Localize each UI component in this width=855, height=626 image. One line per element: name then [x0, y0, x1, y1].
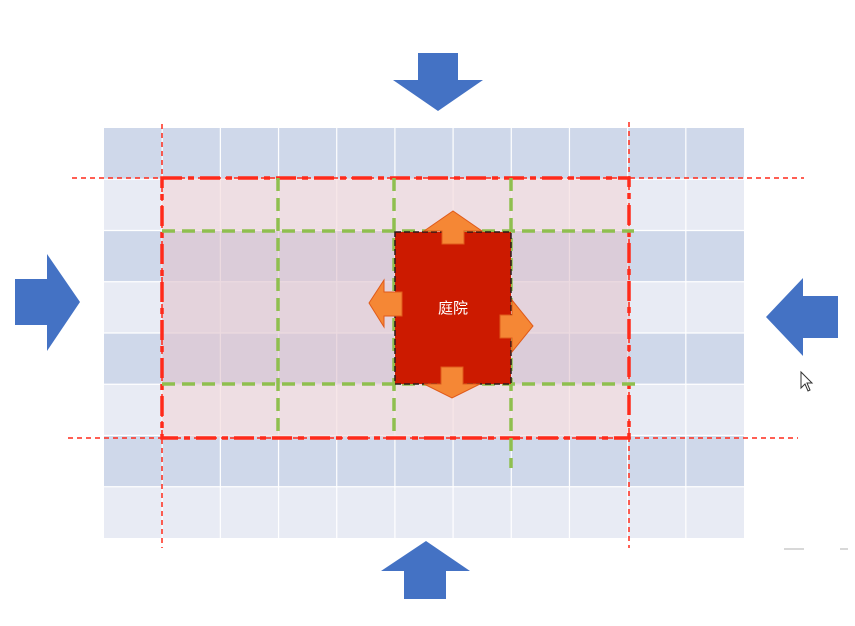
courtyard-block: [394, 231, 512, 385]
big-arrow-up-icon: [381, 541, 470, 599]
arrow-right-icon: [499, 298, 534, 354]
grid-row: [104, 128, 744, 180]
mouse-cursor-icon: [800, 370, 814, 392]
arrow-down-icon: [423, 366, 481, 399]
big-arrow-down-icon: [393, 53, 483, 111]
arrow-up-icon: [422, 210, 484, 245]
grid-row: [104, 435, 744, 487]
big-arrow-right-icon: [15, 254, 80, 351]
grid-row: [104, 486, 744, 538]
outer-arrows: [15, 53, 838, 599]
courtyard-label: 庭院: [438, 299, 468, 317]
big-arrow-left-icon: [766, 278, 838, 356]
arrow-left-icon: [368, 278, 403, 329]
inner-arrows: [368, 210, 534, 399]
